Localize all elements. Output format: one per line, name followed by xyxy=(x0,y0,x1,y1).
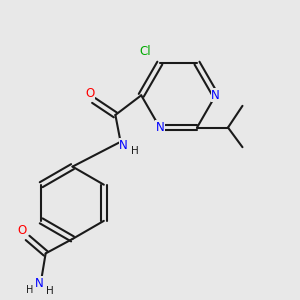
Text: Cl: Cl xyxy=(140,45,151,58)
Text: N: N xyxy=(211,89,220,102)
Text: H: H xyxy=(131,146,139,156)
Text: O: O xyxy=(85,87,94,100)
Text: H: H xyxy=(26,285,34,295)
Text: N: N xyxy=(35,277,44,290)
Text: N: N xyxy=(155,121,164,134)
Text: N: N xyxy=(119,139,128,152)
Text: O: O xyxy=(18,224,27,237)
Text: H: H xyxy=(46,286,54,296)
